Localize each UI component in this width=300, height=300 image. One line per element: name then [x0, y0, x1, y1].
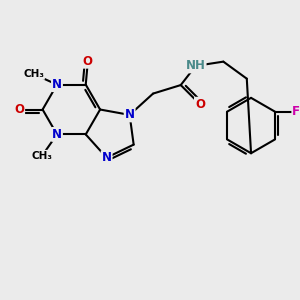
Text: CH₃: CH₃ [23, 69, 44, 79]
Text: N: N [52, 78, 62, 91]
Text: CH₃: CH₃ [32, 151, 52, 161]
Text: N: N [124, 108, 135, 122]
Text: NH: NH [186, 59, 206, 72]
Text: O: O [83, 55, 93, 68]
Text: N: N [102, 151, 112, 164]
Text: F: F [292, 105, 300, 118]
Text: O: O [14, 103, 24, 116]
Text: N: N [52, 128, 62, 141]
Text: O: O [195, 98, 205, 111]
